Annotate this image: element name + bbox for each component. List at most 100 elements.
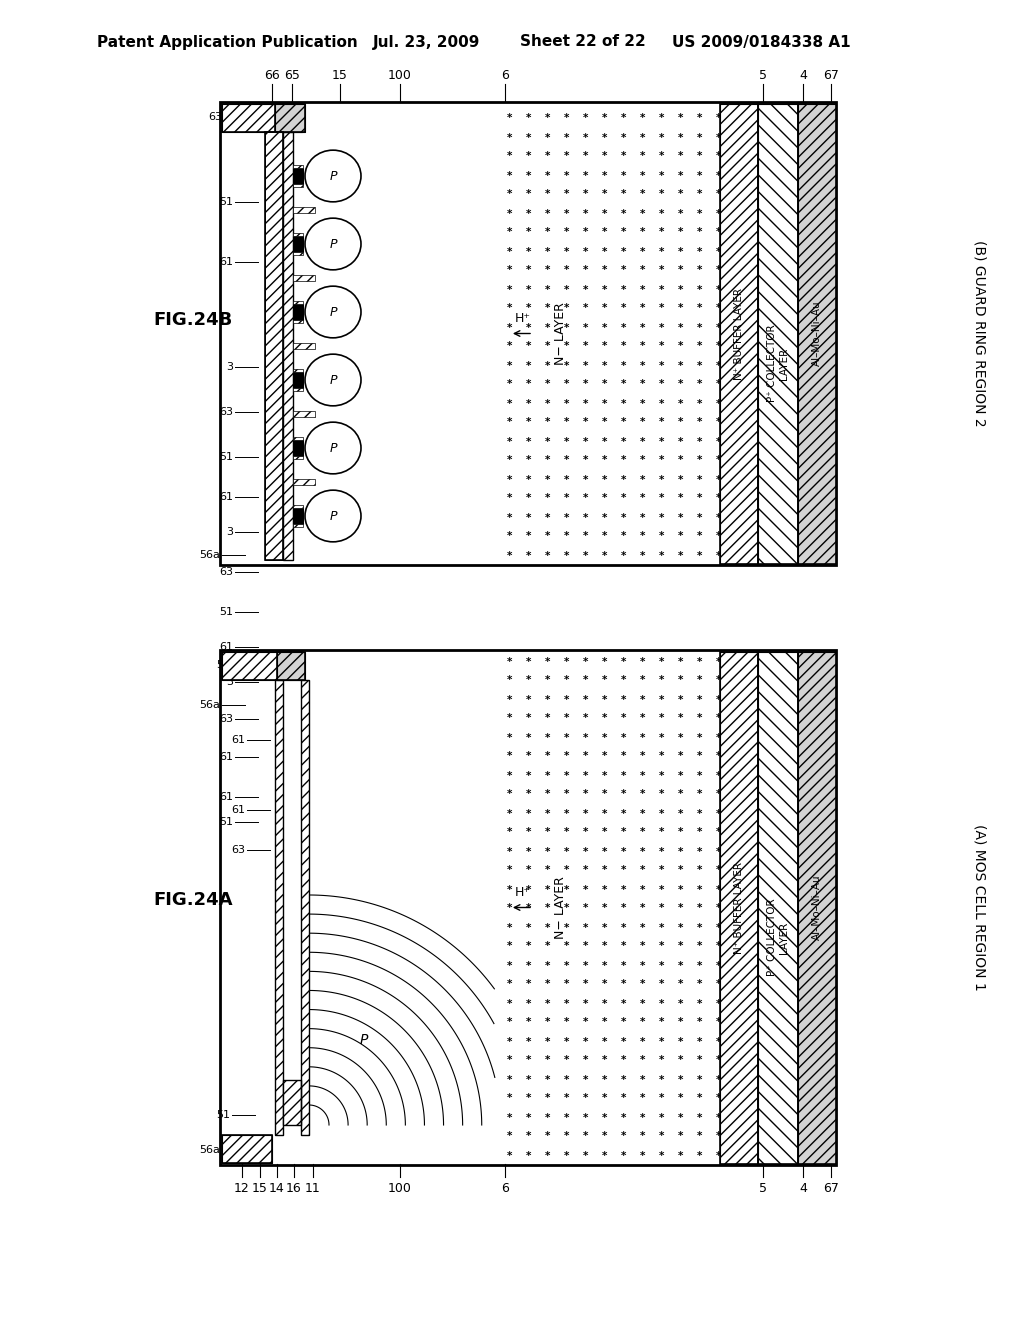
Text: *: * xyxy=(525,285,531,294)
Text: *: * xyxy=(621,961,627,970)
Text: *: * xyxy=(564,114,569,124)
Text: *: * xyxy=(602,1056,607,1065)
Text: 100: 100 xyxy=(388,1181,412,1195)
Text: *: * xyxy=(545,322,550,333)
Text: *: * xyxy=(658,656,665,667)
Text: *: * xyxy=(507,676,512,685)
Bar xyxy=(293,168,303,183)
Text: *: * xyxy=(678,1036,683,1047)
Bar xyxy=(278,652,305,680)
Text: *: * xyxy=(525,247,531,256)
Text: *: * xyxy=(602,903,607,913)
Text: *: * xyxy=(640,380,645,389)
Text: *: * xyxy=(583,961,588,970)
Text: *: * xyxy=(640,132,645,143)
Text: *: * xyxy=(696,694,702,705)
Text: *: * xyxy=(678,437,683,446)
Text: *: * xyxy=(507,903,512,913)
Bar xyxy=(293,372,303,388)
Text: *: * xyxy=(564,656,569,667)
Text: *: * xyxy=(716,808,721,818)
Text: 61: 61 xyxy=(219,257,233,267)
Text: *: * xyxy=(602,714,607,723)
Text: 12: 12 xyxy=(234,1181,250,1195)
Text: *: * xyxy=(696,828,702,837)
Text: *: * xyxy=(602,941,607,952)
Text: *: * xyxy=(621,828,627,837)
Text: Al–Mo–Ni–Au: Al–Mo–Ni–Au xyxy=(812,875,822,940)
Text: *: * xyxy=(678,399,683,408)
Text: *: * xyxy=(564,494,569,503)
Text: 66: 66 xyxy=(264,69,280,82)
Text: P: P xyxy=(330,169,337,182)
Text: *: * xyxy=(564,1056,569,1065)
Text: *: * xyxy=(564,866,569,875)
Text: *: * xyxy=(507,923,512,932)
Text: *: * xyxy=(602,923,607,932)
Text: *: * xyxy=(507,941,512,952)
Text: *: * xyxy=(583,714,588,723)
Text: 61: 61 xyxy=(231,735,245,744)
Text: *: * xyxy=(545,828,550,837)
Bar xyxy=(301,680,309,1135)
Text: *: * xyxy=(621,846,627,857)
Ellipse shape xyxy=(305,286,361,338)
Text: *: * xyxy=(696,247,702,256)
Text: *: * xyxy=(658,399,665,408)
Text: *: * xyxy=(696,437,702,446)
Text: *: * xyxy=(507,360,512,371)
Text: *: * xyxy=(621,190,627,199)
Text: *: * xyxy=(678,285,683,294)
Text: *: * xyxy=(716,1151,721,1160)
Text: *: * xyxy=(602,733,607,742)
Text: *: * xyxy=(525,1131,531,1142)
Text: *: * xyxy=(525,494,531,503)
Text: *: * xyxy=(545,733,550,742)
Text: US 2009/0184338 A1: US 2009/0184338 A1 xyxy=(672,34,851,49)
Text: *: * xyxy=(716,152,721,161)
Text: *: * xyxy=(564,676,569,685)
Text: *: * xyxy=(696,170,702,181)
Text: P⁺ COLLECTOR
LAYER: P⁺ COLLECTOR LAYER xyxy=(767,899,788,977)
Text: *: * xyxy=(564,1036,569,1047)
Text: *: * xyxy=(678,227,683,238)
Text: *: * xyxy=(507,132,512,143)
Text: *: * xyxy=(640,1036,645,1047)
Text: *: * xyxy=(545,694,550,705)
Text: *: * xyxy=(564,1074,569,1085)
Text: *: * xyxy=(696,1074,702,1085)
Text: *: * xyxy=(545,474,550,484)
Text: *: * xyxy=(716,866,721,875)
Text: *: * xyxy=(678,474,683,484)
Text: 5: 5 xyxy=(759,69,767,82)
Text: *: * xyxy=(640,828,645,837)
Text: *: * xyxy=(602,417,607,428)
Text: Patent Application Publication: Patent Application Publication xyxy=(97,34,357,49)
Text: *: * xyxy=(507,1036,512,1047)
Bar xyxy=(798,103,836,564)
Text: *: * xyxy=(621,923,627,932)
Text: 51: 51 xyxy=(219,197,233,207)
Text: *: * xyxy=(658,884,665,895)
Text: *: * xyxy=(716,979,721,990)
Text: *: * xyxy=(678,694,683,705)
Text: *: * xyxy=(602,322,607,333)
Text: *: * xyxy=(602,676,607,685)
Text: *: * xyxy=(545,846,550,857)
Text: *: * xyxy=(545,771,550,780)
Text: 67: 67 xyxy=(823,69,839,82)
Text: *: * xyxy=(678,1018,683,1027)
Bar xyxy=(293,437,303,440)
Text: *: * xyxy=(583,941,588,952)
Text: *: * xyxy=(507,1131,512,1142)
Text: *: * xyxy=(545,437,550,446)
Text: *: * xyxy=(507,170,512,181)
Text: *: * xyxy=(716,114,721,124)
Text: *: * xyxy=(564,550,569,561)
Text: *: * xyxy=(602,1151,607,1160)
Text: *: * xyxy=(507,342,512,351)
Text: *: * xyxy=(658,714,665,723)
Text: *: * xyxy=(602,247,607,256)
Text: *: * xyxy=(658,998,665,1008)
Text: *: * xyxy=(716,751,721,762)
